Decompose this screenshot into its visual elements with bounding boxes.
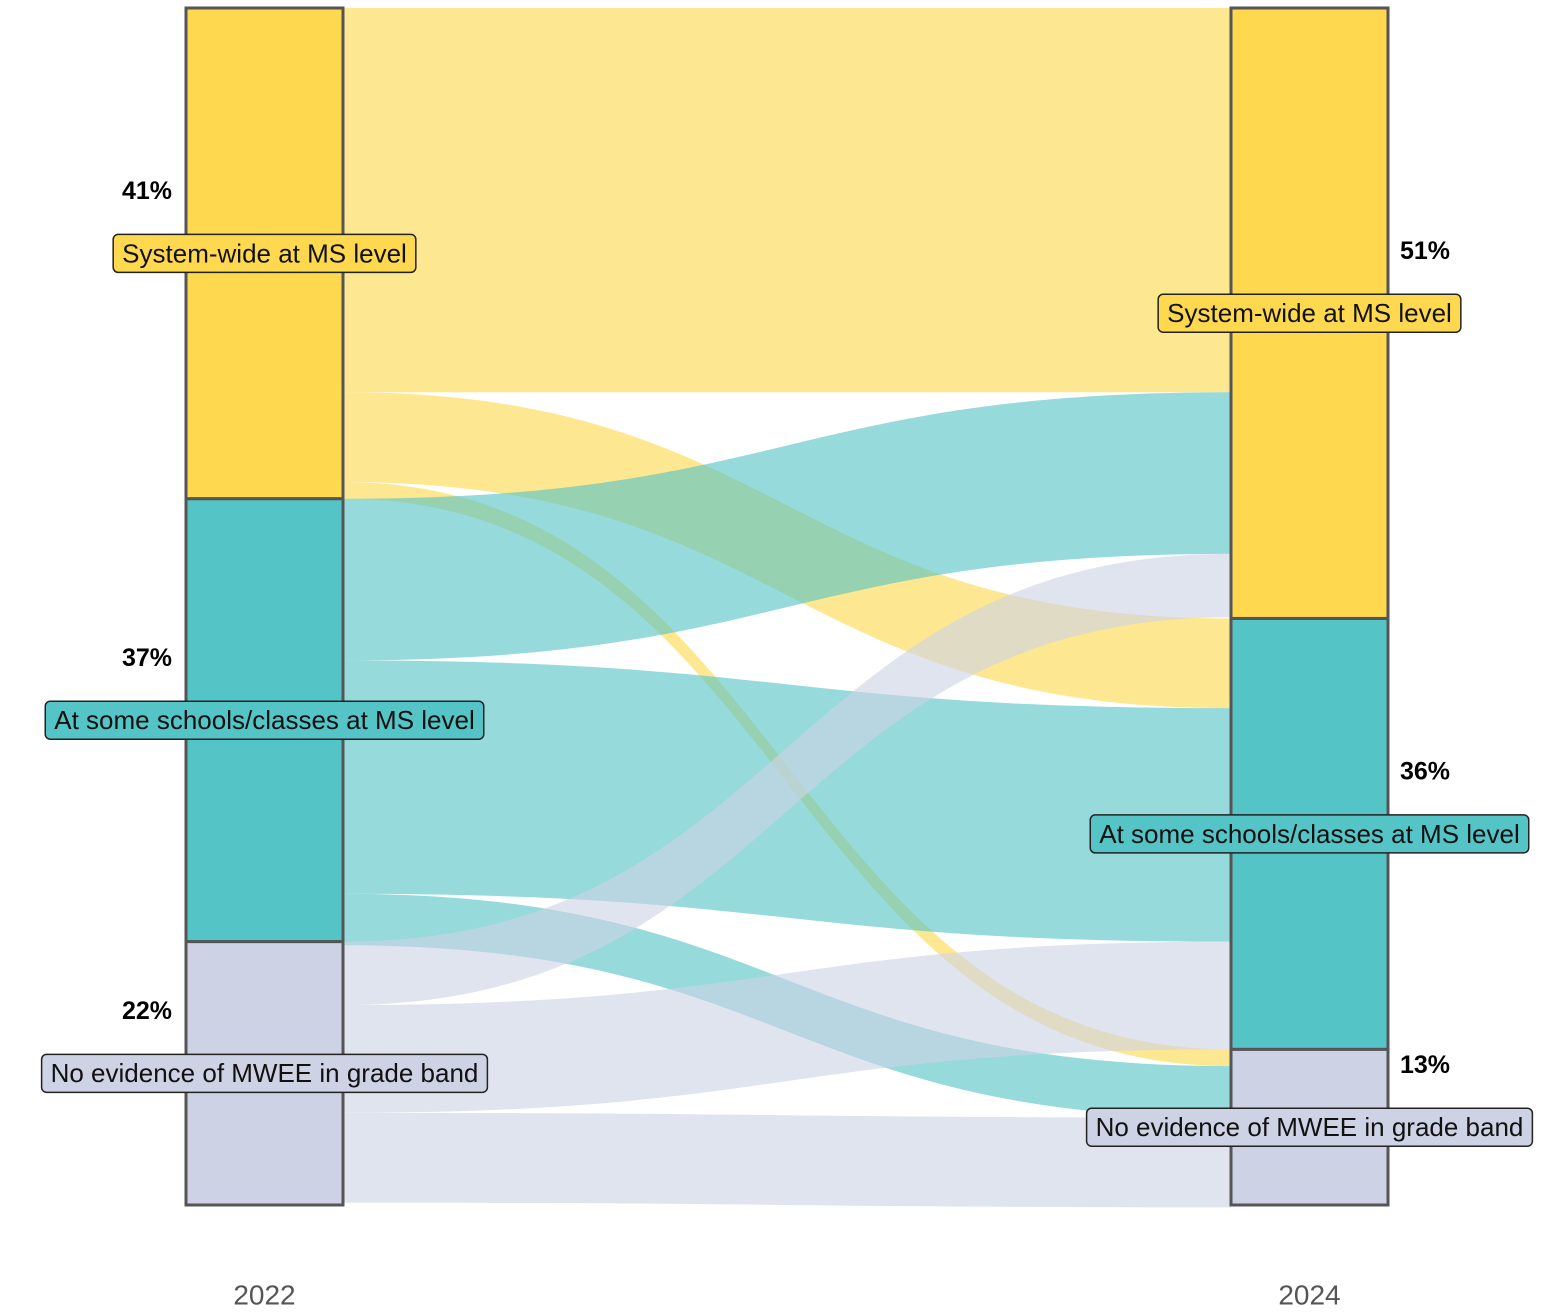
flow: [343, 1112, 1231, 1208]
node-label: System-wide at MS level: [122, 238, 407, 268]
node-label: System-wide at MS level: [1167, 298, 1452, 328]
node-label-box: [44, 700, 485, 740]
node-label-box: [1157, 293, 1462, 333]
node-label: At some schools/classes at MS level: [1099, 819, 1520, 849]
labels: 2022 41% System-wide at MS level 37% At some…: [40, 177, 1534, 1310]
flow: [343, 392, 1231, 661]
stage-label: 2024: [1278, 1279, 1340, 1310]
flows: [343, 8, 1231, 1208]
value-label: 22%: [122, 997, 172, 1025]
value-label: 37%: [122, 644, 172, 672]
node-label-box: [1089, 814, 1530, 854]
value-label: 51%: [1400, 237, 1450, 265]
value-label: 13%: [1400, 1051, 1450, 1079]
node-label: At some schools/classes at MS level: [54, 705, 475, 735]
flow: [343, 8, 1231, 393]
value-label: 36%: [1400, 758, 1450, 786]
node-label-box: [112, 233, 417, 274]
value-label: 41%: [122, 177, 172, 205]
node-label-box: [40, 1053, 489, 1094]
flow: [343, 941, 1231, 1113]
flow: [343, 553, 1231, 1006]
stage-label: 2022: [233, 1279, 295, 1310]
node-label: No evidence of MWEE in grade band: [1096, 1112, 1524, 1142]
node-label: No evidence of MWEE in grade band: [51, 1058, 479, 1088]
node-label-box: [1085, 1107, 1534, 1147]
